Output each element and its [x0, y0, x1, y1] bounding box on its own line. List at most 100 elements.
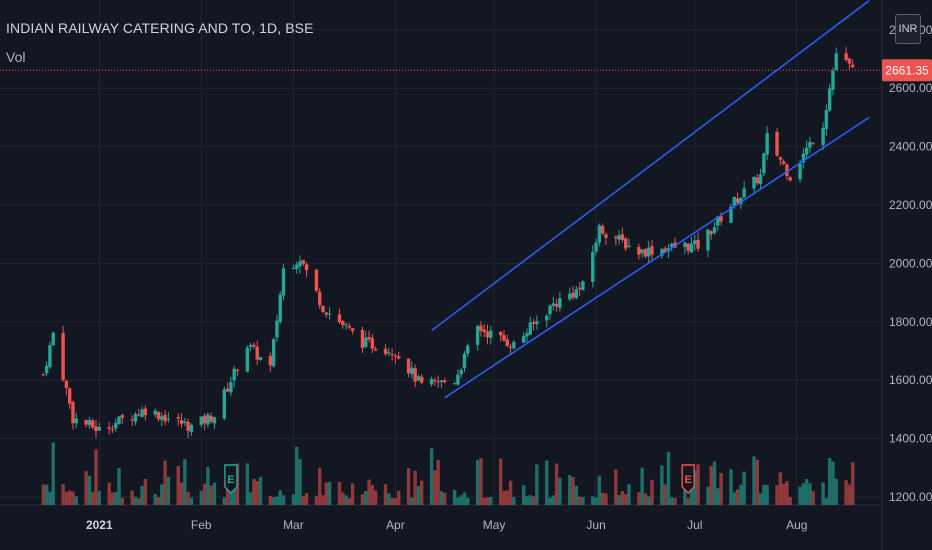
candle-body: [558, 298, 562, 308]
volume-bar: [51, 442, 55, 505]
candle-body: [268, 355, 273, 366]
candle-body: [452, 383, 457, 385]
volume-bar: [117, 468, 121, 505]
volume-bar: [508, 480, 513, 505]
volume-bar: [206, 467, 210, 505]
candle-body: [341, 320, 345, 326]
candle-body: [663, 248, 667, 253]
candle-body: [535, 321, 539, 325]
candle-body: [143, 408, 148, 416]
volume-bar: [479, 458, 483, 505]
volume-bar: [420, 480, 424, 505]
volume-bar: [156, 497, 161, 505]
volume-bar: [502, 491, 506, 505]
candle-body: [390, 353, 394, 355]
volume-bar: [255, 481, 259, 505]
volume-bar: [505, 490, 509, 505]
volume-bar: [693, 470, 697, 505]
candle-body: [439, 380, 444, 383]
volume-bar: [535, 464, 539, 505]
candle-body: [41, 374, 46, 376]
volume-bar: [620, 491, 625, 505]
candle-body: [647, 247, 651, 257]
candle-body: [199, 416, 203, 425]
volume-bar: [660, 465, 664, 505]
candle-body: [614, 236, 618, 239]
candle-body: [775, 131, 779, 156]
candle-body: [498, 331, 503, 336]
channel-upper-line: [431, 0, 870, 332]
volume-bar: [396, 490, 401, 505]
candle-body: [344, 324, 348, 326]
volume-bar: [548, 497, 552, 505]
candle-body: [466, 345, 470, 354]
volume-bar: [844, 480, 848, 505]
volume-bar: [110, 492, 115, 505]
volume-bar: [739, 484, 743, 505]
candle-body: [778, 157, 783, 160]
candle-body: [502, 335, 506, 341]
candle-body: [831, 70, 835, 90]
volume-bar: [614, 469, 618, 505]
candle-body: [314, 269, 319, 291]
x-tick-label: Jul: [687, 518, 702, 532]
volume-bar: [847, 484, 852, 505]
volume-bar: [324, 482, 328, 505]
candle-body: [581, 281, 585, 291]
candle-body: [752, 176, 756, 189]
volume-bar: [163, 460, 167, 505]
y-tick-label: 1800.00: [889, 315, 932, 329]
volume-bar: [670, 497, 674, 505]
x-tick-label: Mar: [283, 518, 304, 532]
volume-bar: [278, 490, 282, 505]
candle-body: [222, 389, 227, 419]
volume-bar: [485, 497, 490, 505]
volume-bar: [785, 481, 789, 505]
symbol-title: INDIAN RAILWAY CATERING AND TO, 1D, BSE: [6, 20, 314, 36]
candle-body: [97, 426, 101, 431]
candle-body: [762, 153, 766, 174]
volume-bar: [522, 485, 526, 505]
volume-bar: [433, 470, 437, 505]
volume-bar: [551, 495, 556, 505]
candle-body: [304, 264, 309, 271]
candle-body: [327, 313, 332, 315]
y-tick-label: 1600.00: [889, 373, 932, 387]
y-tick-label: 1200.00: [889, 490, 932, 504]
candle-body: [51, 332, 55, 346]
candle-body: [321, 305, 325, 312]
volume-bar: [673, 498, 677, 505]
candle-body: [367, 337, 371, 340]
earnings-marker-label: E: [227, 474, 234, 486]
candle-body: [324, 312, 328, 315]
candle-body: [459, 369, 463, 375]
volume-bar: [248, 492, 253, 505]
volume-bar: [637, 492, 641, 505]
volume-bar: [212, 482, 217, 505]
x-tick-label: May: [483, 518, 506, 532]
candle-body: [594, 242, 598, 252]
volume-bar: [459, 495, 463, 505]
currency-button[interactable]: INR: [895, 14, 921, 44]
volume-bar: [577, 496, 582, 505]
candle-body: [84, 419, 88, 425]
candle-body: [370, 338, 375, 349]
volume-bar: [416, 485, 421, 505]
candle-body: [281, 268, 286, 296]
volume-bar: [87, 475, 92, 505]
candle-body: [383, 348, 388, 355]
candle-body: [577, 287, 582, 290]
candle-body: [44, 365, 49, 374]
candle-body: [347, 325, 352, 328]
candle-body: [716, 216, 720, 226]
volume-bar: [528, 495, 532, 505]
volume-bar: [61, 484, 65, 505]
volume-bar: [364, 491, 368, 505]
volume-bar: [647, 496, 651, 505]
volume-bar: [821, 482, 825, 505]
candle-body: [156, 412, 161, 420]
candle-body: [61, 332, 65, 381]
volume-bar: [735, 489, 740, 505]
